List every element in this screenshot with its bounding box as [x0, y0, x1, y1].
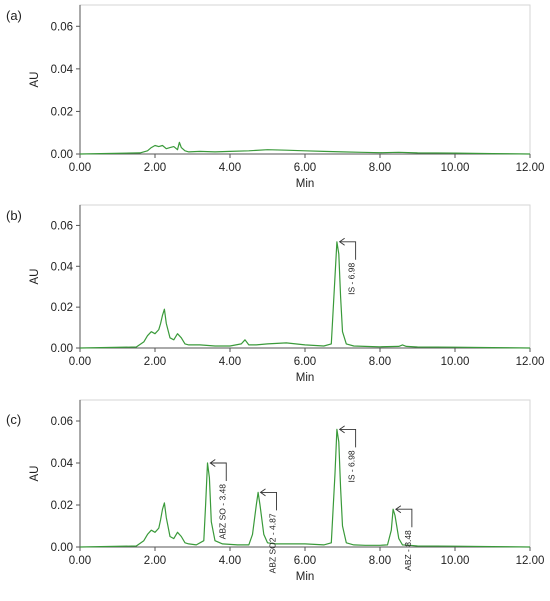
peak-marker-line — [260, 491, 277, 511]
x-tick-label: 6.00 — [294, 162, 316, 174]
y-axis-label: AU — [29, 466, 41, 482]
peak-annotation: ABZ - 8.48 — [395, 505, 413, 571]
peak-marker-line — [395, 508, 413, 528]
peak-marker-line — [339, 241, 357, 260]
y-tick-label: 0.00 — [51, 542, 73, 554]
panel-label: (a) — [6, 8, 22, 23]
x-tick-label: 4.00 — [219, 555, 241, 567]
x-tick-label: 8.00 — [369, 356, 391, 368]
x-axis-label: Min — [296, 571, 315, 583]
y-tick-label: 0.06 — [51, 21, 73, 33]
chromatogram-trace — [79, 241, 531, 349]
x-tick-label: 4.00 — [219, 162, 241, 174]
x-tick-label: 10.00 — [441, 162, 470, 174]
peak-label: ABZ SO - 3.48 — [217, 484, 227, 540]
y-tick-label: 0.04 — [51, 458, 74, 470]
y-tick-label: 0.06 — [51, 220, 73, 232]
peak-marker-line — [339, 428, 357, 448]
x-tick-label: 12.00 — [516, 555, 545, 567]
peak-annotation: IS - 6.98 — [338, 237, 357, 295]
peak-annotation: IS - 6.98 — [338, 425, 357, 483]
x-tick-label: 10.00 — [441, 356, 470, 368]
peak-label: IS - 6.98 — [347, 263, 357, 295]
peak-annotation: ABZ SO2 - 4.87 — [259, 488, 278, 573]
x-tick-label: 6.00 — [294, 356, 316, 368]
y-axis-label: AU — [29, 72, 41, 88]
x-tick-label: 12.00 — [516, 162, 545, 174]
x-tick-label: 4.00 — [219, 356, 241, 368]
panel-label: (c) — [6, 412, 21, 427]
x-tick-label: 2.00 — [144, 162, 166, 174]
chart-panel-1: (a) 0.00 0.02 0.04 0.06 0.00 2.00 4.00 6.00 8.00 1… — [6, 4, 545, 190]
peak-marker-arrow — [395, 505, 402, 514]
plot-frame — [79, 4, 531, 155]
peak-label: IS - 6.98 — [347, 450, 357, 482]
x-tick-label: 6.00 — [294, 555, 316, 567]
x-tick-label: 10.00 — [441, 555, 470, 567]
chromatogram-trace — [79, 428, 531, 548]
peak-marker-arrow — [259, 488, 266, 497]
x-tick-label: 8.00 — [369, 555, 391, 567]
y-tick-label: 0.04 — [51, 64, 74, 76]
x-tick-label: 0.00 — [69, 356, 91, 368]
x-tick-label: 8.00 — [369, 162, 391, 174]
peak-annotation: ABZ SO - 3.48 — [209, 459, 227, 540]
y-tick-label: 0.02 — [51, 500, 73, 512]
x-tick-label: 0.00 — [69, 162, 91, 174]
x-tick-label: 2.00 — [144, 356, 166, 368]
chart-panel-3: (c) 0.00 0.02 0.04 0.06 0.00 2.00 4.00 6.00 8.00 1… — [6, 399, 545, 583]
peak-label: ABZ SO2 - 4.87 — [268, 513, 278, 573]
y-tick-label: 0.00 — [51, 343, 73, 355]
x-tick-label: 12.00 — [516, 356, 545, 368]
y-tick-label: 0.02 — [51, 106, 73, 118]
y-tick-label: 0.02 — [51, 302, 73, 314]
peak-marker-arrow — [338, 425, 345, 434]
y-tick-label: 0.00 — [51, 149, 73, 161]
x-tick-label: 2.00 — [144, 555, 166, 567]
peak-label: ABZ - 8.48 — [403, 530, 413, 571]
y-tick-label: 0.06 — [51, 416, 73, 428]
y-axis-label: AU — [29, 269, 41, 285]
plot-frame — [79, 399, 531, 548]
panel-label: (b) — [6, 208, 22, 223]
plot-frame — [79, 204, 531, 349]
x-axis-label: Min — [296, 372, 315, 384]
chromatogram-trace — [79, 141, 531, 155]
peak-marker-arrow — [209, 459, 216, 467]
chart-panel-2: (b) 0.00 0.02 0.04 0.06 0.00 2.00 4.00 6.00 8.00 1… — [6, 204, 545, 384]
x-axis-label: Min — [296, 178, 315, 190]
peak-marker-line — [210, 462, 227, 481]
peak-marker-arrow — [338, 237, 345, 246]
x-tick-label: 0.00 — [69, 555, 91, 567]
y-tick-label: 0.04 — [51, 261, 74, 273]
